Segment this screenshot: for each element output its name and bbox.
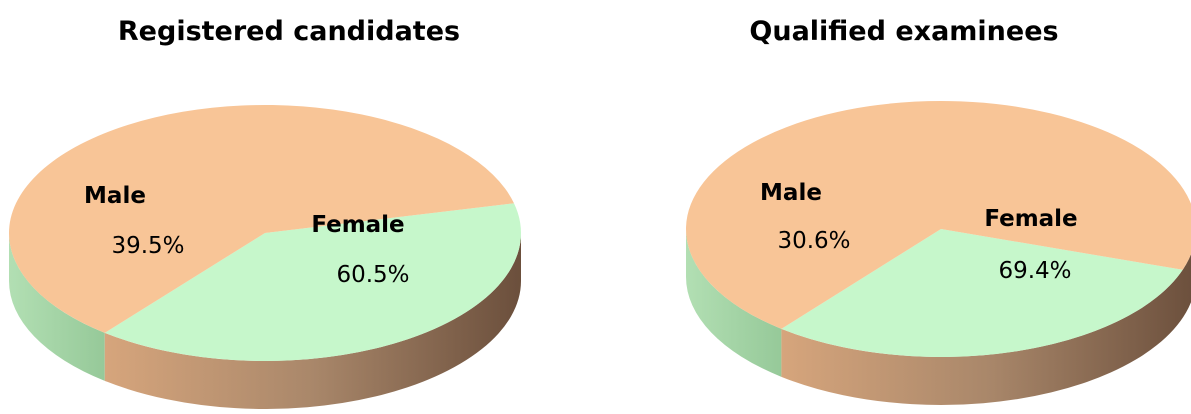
slice-value-female-qualified: 69.4% bbox=[998, 258, 1071, 284]
pie-chart-qualified: Qualified examinees Male 30.6% Female 69… bbox=[686, 16, 1191, 405]
pie-slice-female bbox=[686, 101, 1191, 329]
pie-slice-male bbox=[104, 203, 521, 361]
slice-value-female-registered: 60.5% bbox=[336, 262, 409, 288]
pie-registered bbox=[8, 104, 521, 409]
slice-value-male-qualified: 30.6% bbox=[777, 228, 850, 254]
pie-side-female bbox=[104, 233, 521, 409]
pie-chart-registered: Registered candidates Male 39.5% Female … bbox=[8, 16, 521, 409]
pie-slice-female bbox=[8, 104, 514, 333]
pie-side-female bbox=[781, 254, 1191, 405]
chart-title-qualified: Qualified examinees bbox=[749, 16, 1058, 47]
pie-qualified bbox=[686, 101, 1191, 405]
chart-title-registered: Registered candidates bbox=[118, 16, 460, 47]
slice-label-male-qualified: Male bbox=[760, 180, 822, 206]
slice-label-female-registered: Female bbox=[311, 212, 404, 238]
slice-label-female-qualified: Female bbox=[984, 206, 1077, 232]
slice-value-male-registered: 39.5% bbox=[111, 233, 184, 259]
pie-side-male bbox=[9, 233, 105, 381]
pie-slice-male bbox=[781, 229, 1183, 357]
pie-side-male bbox=[686, 229, 782, 377]
slice-label-male-registered: Male bbox=[84, 183, 146, 209]
